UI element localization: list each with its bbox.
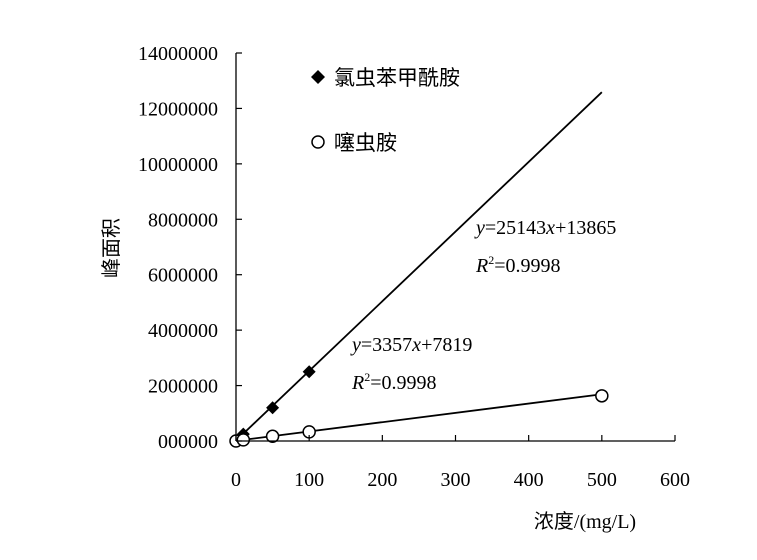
x-tick-label: 400 [514,469,544,491]
regression-annotation-clothianidin: y=3357x+7819 R2=0.9998 [350,334,472,394]
x-tick-label: 300 [441,469,471,491]
fit-line-1 [235,91,603,442]
legend: 氯虫苯甲酰胺 噻虫胺 [311,66,460,155]
y-tick-label: 000000 [158,431,218,453]
legend-marker-chlorantraniliprole [311,70,325,84]
data-point-diamond [266,401,280,415]
y-ticks: 000000 2000000 4000000 6000000 8000000 100000… [138,43,242,453]
legend-label-clothianidin: 噻虫胺 [334,131,397,155]
x-ticks: 0 100 200 300 400 500 600 [231,435,690,491]
y-tick-label: 14000000 [138,43,218,65]
y-tick-label: 2000000 [148,376,218,398]
x-tick-label: 600 [660,469,690,491]
y-tick-label: 12000000 [138,98,218,120]
data-point-circle [265,429,280,444]
legend-label-chlorantraniliprole: 氯虫苯甲酰胺 [334,66,460,90]
regression-annotation-chlorantraniliprole: y=25143x+13865 R2=0.9998 [474,217,616,277]
r-squared-chlorantraniliprole: R2=0.9998 [475,253,561,277]
y-axis-title: 峰面积 [100,218,123,278]
equation-clothianidin: y=3357x+7819 [350,334,472,356]
y-tick-label: 8000000 [148,209,218,231]
data-point-circle [236,433,251,447]
x-tick-label: 0 [231,469,241,491]
y-tick-label: 10000000 [138,154,218,176]
fit-lines [235,91,603,442]
x-axis-title: 浓度/(mg/L) [534,510,636,533]
y-tick-label: 6000000 [148,265,218,287]
y-tick-label: 4000000 [148,320,218,342]
data-point-circle [595,389,609,403]
x-tick-label: 200 [367,469,397,491]
fit-line-2 [235,393,602,442]
x-tick-label: 500 [587,469,617,491]
equation-chlorantraniliprole: y=25143x+13865 [474,217,616,239]
data-point-diamond [302,365,316,379]
legend-marker-clothianidin [311,135,325,149]
x-tick-label: 100 [294,469,324,491]
r-squared-clothianidin: R2=0.9998 [351,370,437,394]
